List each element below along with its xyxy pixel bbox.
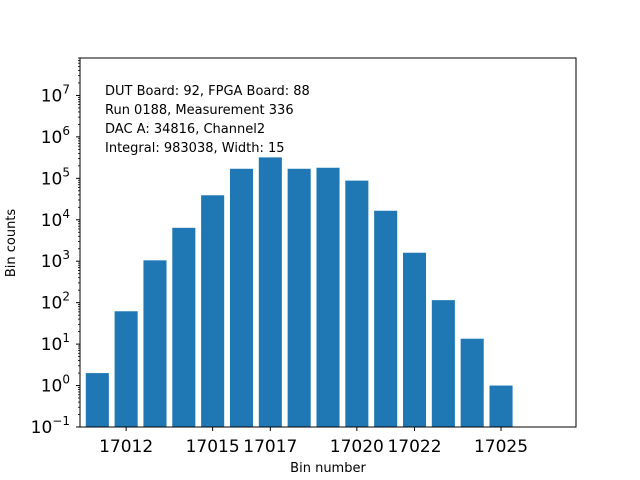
bar-17023 xyxy=(431,300,455,427)
bar-17025 xyxy=(489,385,513,427)
y-axis-label: Bin counts xyxy=(4,209,19,278)
x-tick-label: 17015 xyxy=(186,437,240,457)
bar-17020 xyxy=(345,180,369,427)
x-tick-label: 17025 xyxy=(474,437,528,457)
y-tick-label: 104 xyxy=(41,207,70,231)
bar-17014 xyxy=(172,227,196,427)
x-tick-label: 17017 xyxy=(243,437,297,457)
plot-frame xyxy=(79,57,577,428)
y-tick-label: 102 xyxy=(41,290,70,314)
bar-17024 xyxy=(460,338,484,427)
bar-17019 xyxy=(316,167,340,428)
annotation-line: Integral: 983038, Width: 15 xyxy=(105,141,285,156)
y-tick-label: 101 xyxy=(41,331,70,355)
x-tick-label: 17020 xyxy=(330,437,384,457)
annotation-line: DAC A: 34816, Channel2 xyxy=(105,122,265,137)
bar-17022 xyxy=(402,252,427,427)
bar-17018 xyxy=(287,168,311,427)
bar-17021 xyxy=(374,210,398,427)
x-axis-ticks: 17012 17015 17017 17020 17022 17025 xyxy=(99,427,528,457)
y-tick-label: 103 xyxy=(41,248,70,272)
annotation-line: Run 0188, Measurement 336 xyxy=(105,103,294,118)
bar-17012 xyxy=(114,311,138,427)
bar-17013 xyxy=(143,260,167,427)
annotation-line: DUT Board: 92, FPGA Board: 88 xyxy=(105,84,310,99)
x-axis-label: Bin number xyxy=(290,461,366,476)
y-tick-label: 10−1 xyxy=(31,414,70,438)
x-tick-label: 17012 xyxy=(99,437,153,457)
bar-17015 xyxy=(201,195,225,427)
bar-17017 xyxy=(258,157,282,427)
y-tick-label: 106 xyxy=(41,124,70,148)
y-tick-label: 107 xyxy=(41,82,70,106)
y-axis-ticks: 10−1 100 101 102 103 104 105 106 107 xyxy=(31,57,80,438)
bar-17016 xyxy=(229,168,254,427)
y-tick-label: 105 xyxy=(41,165,70,189)
y-tick-label: 100 xyxy=(41,373,70,397)
bar-17011 xyxy=(85,373,109,427)
x-tick-label: 17022 xyxy=(387,437,441,457)
annotation-box: DUT Board: 92, FPGA Board: 88 Run 0188, M… xyxy=(105,84,310,156)
bars-group xyxy=(85,157,513,428)
